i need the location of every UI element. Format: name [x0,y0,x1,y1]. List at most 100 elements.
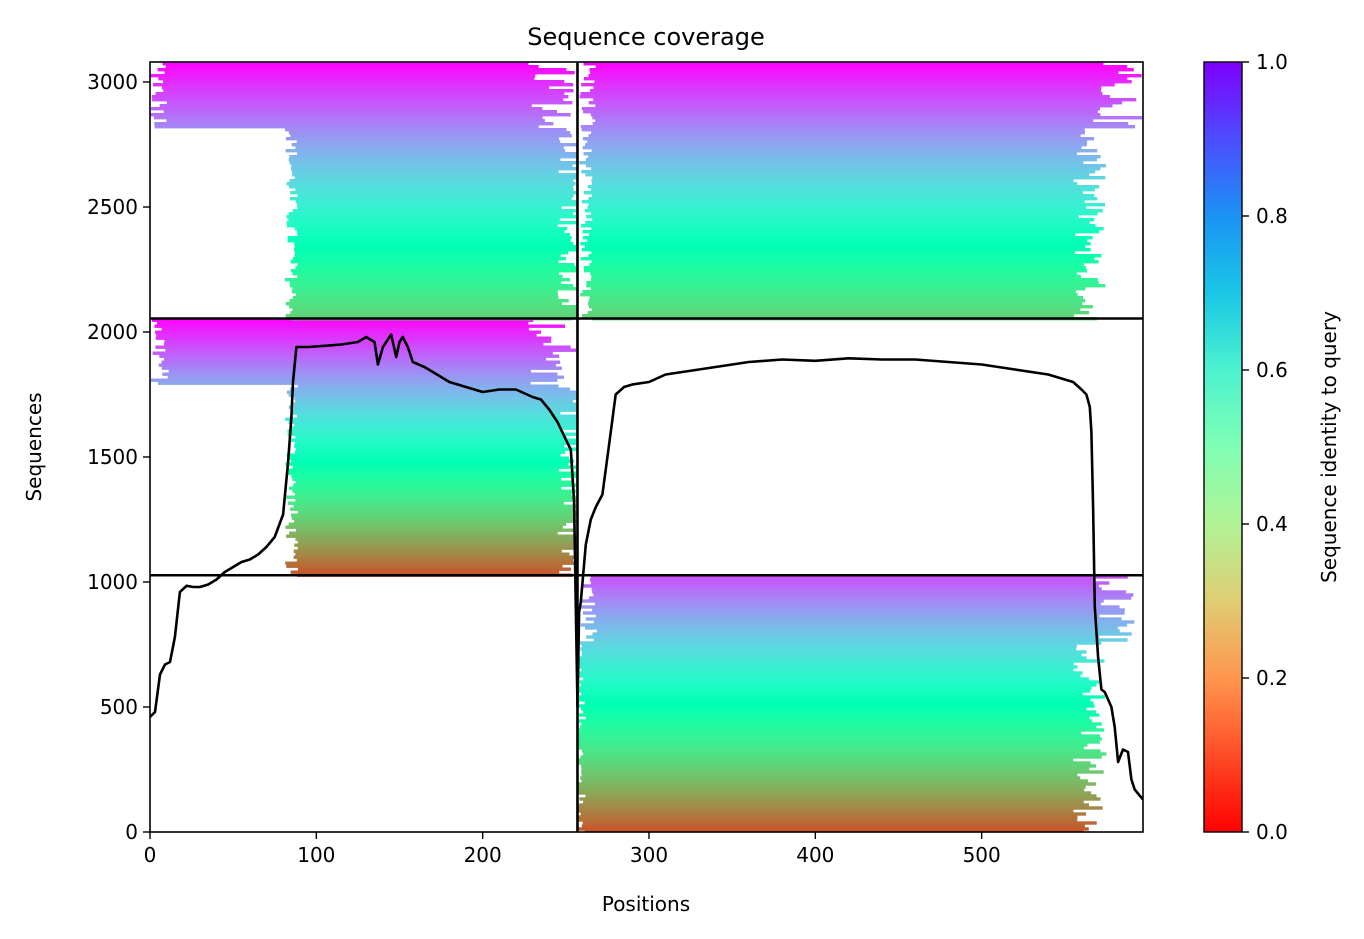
heatmap-row [580,755,1102,759]
heatmap-row [588,305,1093,309]
plot-frame [149,61,1144,833]
heatmap-row [591,275,1081,279]
heatmap-row [288,522,567,526]
heatmap-row [587,206,1087,210]
heatmap-row [577,656,1087,660]
heatmap-row [579,797,1101,801]
heatmap-row [591,581,1110,585]
heatmap-row [158,381,531,385]
heatmap-row [294,245,578,249]
heatmap-row [296,528,574,532]
heatmap-row [583,611,1125,615]
coverage-line [150,333,1143,801]
heatmap-row [296,558,573,562]
heatmap-row [577,761,1091,765]
heatmap-row [577,827,1089,831]
heatmap-row [577,665,1078,669]
heatmap-row [590,278,1098,282]
heatmap-row [295,146,564,150]
heatmap-row [289,197,572,201]
heatmap-row [588,299,1086,303]
heatmap-row [581,83,1115,87]
heatmap-row [577,788,1085,792]
heatmap-row [593,638,1128,642]
heatmap-row [295,492,572,496]
heatmap-row [591,587,1102,591]
heatmap-row [580,293,1078,297]
heatmap-row [295,498,578,502]
heatmap-row [290,191,578,195]
heatmap-row [295,552,570,556]
heatmap-row [293,555,574,559]
colorbar-tick-label: 0.0 [1256,820,1288,844]
heatmap-row [591,308,1081,312]
heatmap-row [295,435,567,439]
heatmap-row [289,299,569,303]
heatmap-row [285,525,563,529]
heatmap-row [293,549,562,553]
heatmap-row [584,701,1094,705]
heatmap-row [289,161,578,165]
heatmap-row [292,477,562,481]
heatmap-row [586,635,1100,639]
heatmap-row [582,290,1076,294]
heatmap-row [151,107,543,111]
heatmap-row [297,206,562,210]
heatmap-row [285,137,559,141]
heatmap-row [288,185,574,189]
heatmap-row [591,131,1085,135]
heatmap-row [579,605,1120,609]
heatmap-row [150,74,536,78]
heatmap-row [297,233,571,237]
heatmap-row [581,770,1104,774]
heatmap-row [577,743,1088,747]
heatmap-row [158,77,535,81]
heatmap-row [581,722,1102,726]
coverage-heatmap [150,62,1142,832]
heatmap-row [290,134,572,138]
heatmap-row [593,86,1102,90]
colorbar: 0.0 0.2 0.4 0.6 0.8 1.0 Sequence identity to … [1203,50,1341,844]
heatmap-row [588,74,1142,78]
heatmap-row [577,737,1102,741]
heatmap-row [591,251,1075,255]
heatmap-row [292,296,559,300]
heatmap-row [588,254,1102,258]
heatmap-row [161,360,561,364]
heatmap-row [577,809,1074,813]
heatmap-row [290,311,578,315]
heatmap-row [583,677,1090,681]
heatmap-row [587,302,1083,306]
heatmap-row [577,746,1084,750]
heatmap-row [580,623,1128,627]
heatmap-row [587,239,1088,243]
heatmap-row [590,272,1077,276]
heatmap-row [594,80,1132,84]
y-axis-label: Sequences [22,392,46,501]
heatmap-row [159,104,532,108]
heatmap-row [163,80,565,84]
heatmap-row [287,432,578,436]
heatmap-row [293,465,578,469]
heatmap-row [580,683,1097,687]
heatmap-row [290,269,578,273]
heatmap-row [583,269,1088,273]
heatmap-row [588,197,1098,201]
heatmap-row [163,89,574,93]
heatmap-row [297,152,578,156]
heatmap-row [581,764,1096,768]
heatmap-row [577,818,1078,822]
heatmap-row [297,567,571,571]
heatmap-row [587,140,1088,144]
heatmap-row [296,140,561,144]
heatmap-row [591,182,1078,186]
heatmap-row [589,596,1132,600]
heatmap-row [296,203,578,207]
heatmap-row [288,218,560,222]
heatmap-row [154,116,543,120]
heatmap-row [586,284,1106,288]
heatmap-row [166,119,545,123]
heatmap-row [591,212,1098,216]
heatmap-row [591,227,1104,231]
y-tick-label: 500 [100,695,138,719]
